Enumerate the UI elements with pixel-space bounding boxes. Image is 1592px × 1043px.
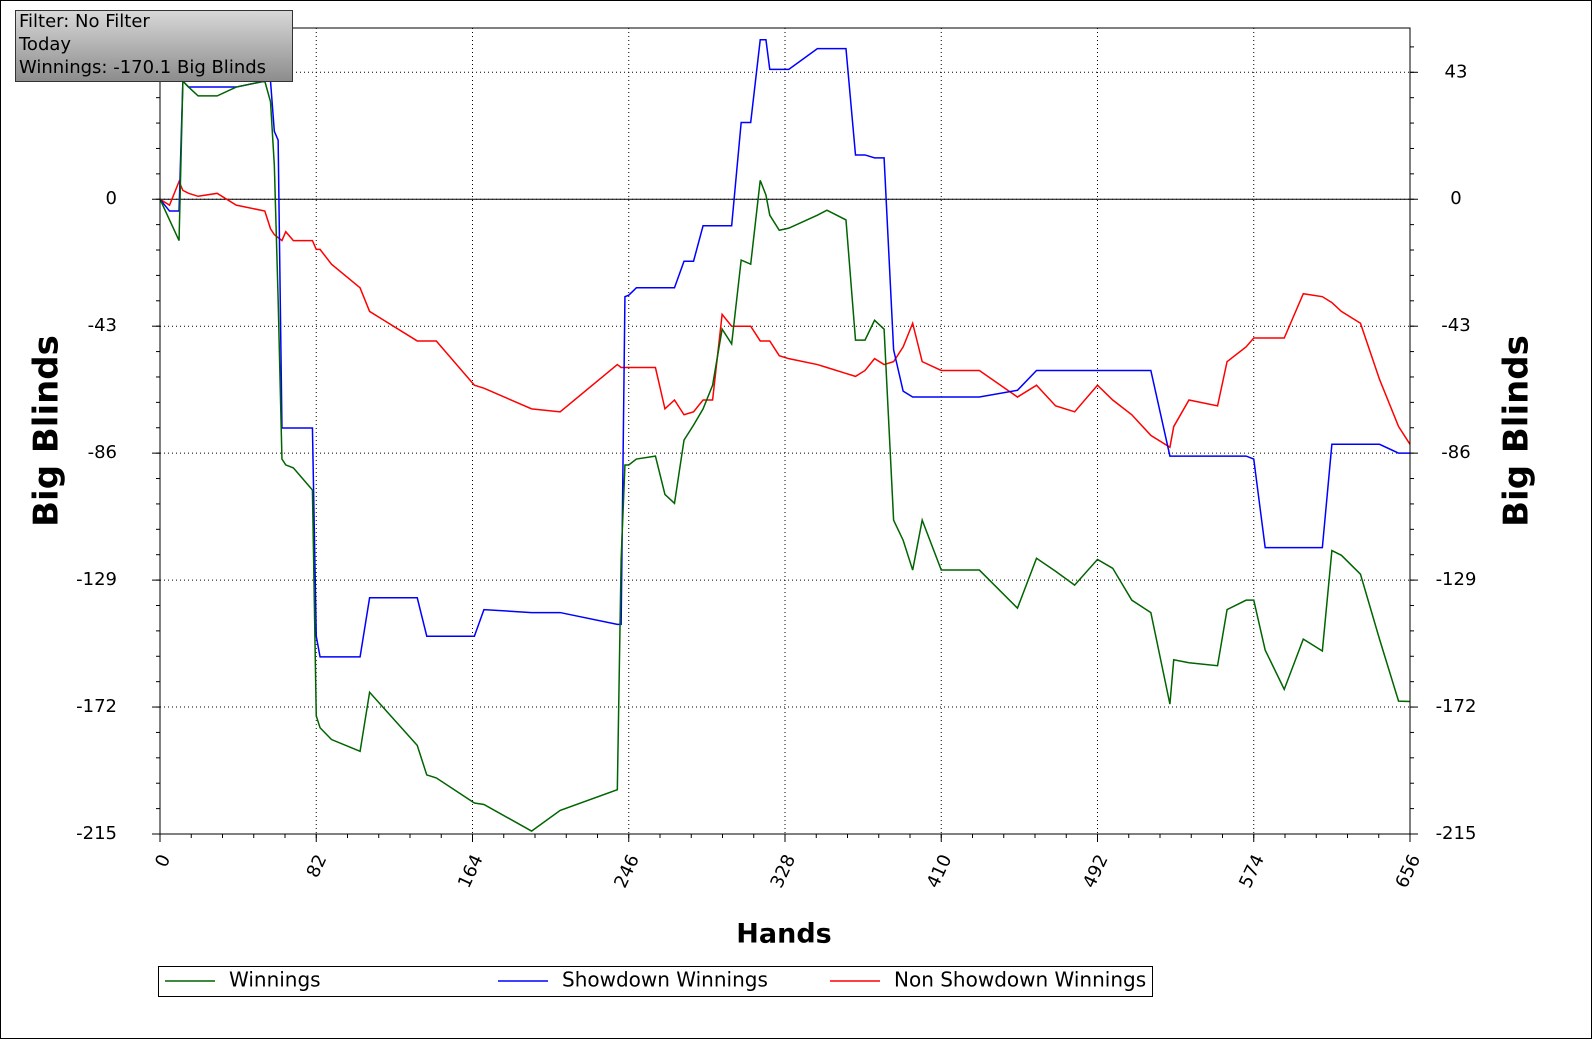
- info-text: Winnings: -170.1 Big Blinds: [19, 57, 266, 78]
- y-tick-label: -43: [88, 315, 117, 336]
- y2-tick-label: -215: [1436, 823, 1477, 844]
- y-tick-label: -129: [76, 569, 117, 590]
- series-line: [159, 79, 1411, 832]
- y-tick-label: -215: [76, 823, 117, 844]
- y2-tick-label: 43: [1445, 61, 1468, 82]
- info-text: Today: [18, 34, 71, 55]
- plot-border: [159, 27, 1411, 835]
- y-tick-label: -86: [88, 442, 117, 463]
- legend-label: Non Showdown Winnings: [894, 968, 1146, 992]
- x-axis-label: Hands: [736, 919, 831, 950]
- legend-label: Winnings: [229, 968, 321, 992]
- y2-tick-label: -129: [1436, 569, 1477, 590]
- y-axis-label: Big Blinds: [27, 335, 67, 527]
- y2-axis-label: Big Blinds: [1497, 335, 1537, 527]
- y2-tick-label: -43: [1441, 315, 1470, 336]
- y-tick-label: -172: [76, 696, 117, 717]
- y2-tick-label: 0: [1450, 188, 1461, 209]
- info-text: Filter: No Filter: [19, 11, 150, 32]
- series-line: [159, 39, 1410, 658]
- legend-box: [158, 966, 1153, 997]
- legend-label: Showdown Winnings: [562, 968, 768, 992]
- info-box: [15, 10, 293, 82]
- series-line: [159, 179, 1411, 449]
- y-tick-label: 0: [106, 188, 117, 209]
- y2-tick-label: -86: [1441, 442, 1470, 463]
- y2-tick-label: -172: [1436, 696, 1477, 717]
